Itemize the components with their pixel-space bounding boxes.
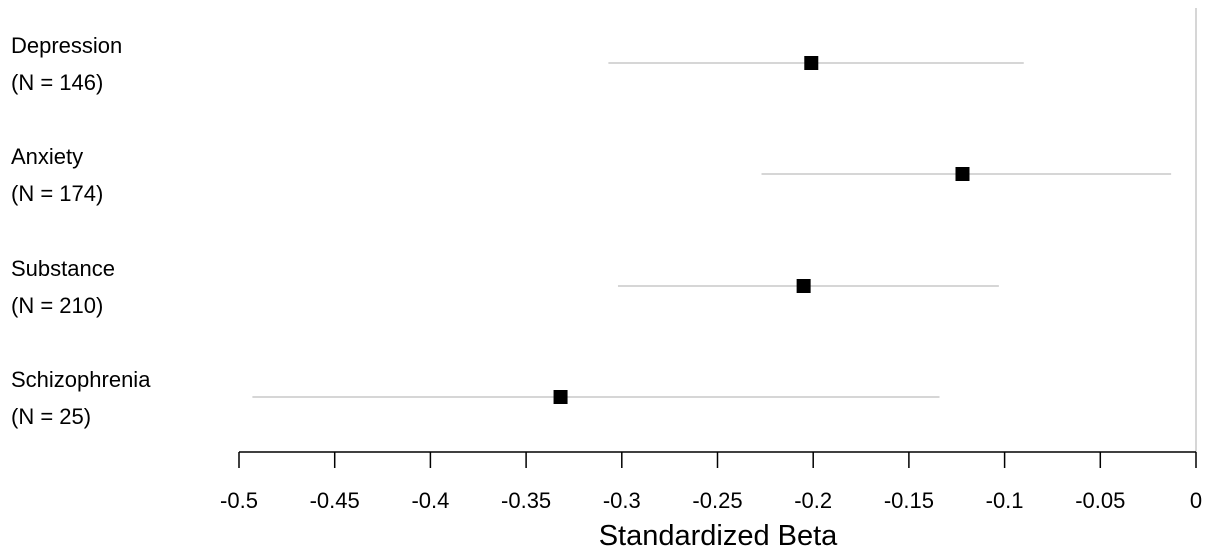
x-tick-label: -0.4	[411, 488, 449, 513]
row-label: Substance	[11, 256, 115, 281]
x-tick-label: -0.25	[692, 488, 742, 513]
point-estimate	[955, 167, 970, 181]
point-estimate	[804, 56, 819, 70]
row-label: Schizophrenia	[11, 367, 151, 392]
row-sample-size: (N = 25)	[11, 404, 91, 429]
point-estimate	[553, 390, 568, 404]
row-label: Depression	[11, 33, 122, 58]
x-tick-label: -0.3	[603, 488, 641, 513]
x-tick-label: 0	[1190, 488, 1202, 513]
x-axis-title: Standardized Beta	[599, 520, 838, 552]
x-tick-label: -0.35	[501, 488, 551, 513]
x-tick-label: -0.05	[1075, 488, 1125, 513]
point-estimate	[796, 279, 811, 293]
x-tick-label: -0.15	[884, 488, 934, 513]
x-tick-label: -0.5	[220, 488, 258, 513]
x-tick-label: -0.1	[986, 488, 1024, 513]
row-label: Anxiety	[11, 144, 83, 169]
x-tick-label: -0.2	[794, 488, 832, 513]
row-sample-size: (N = 146)	[11, 70, 103, 95]
x-tick-label: -0.45	[310, 488, 360, 513]
row-sample-size: (N = 210)	[11, 293, 103, 318]
rows-layer: Depression (N = 146) Anxiety (N = 174) Subst…	[11, 33, 1172, 429]
x-axis: -0.5 -0.45 -0.4 -0.35 -0.3 -0.25 -0.2 -0.15 -0.1…	[220, 451, 1202, 513]
row-sample-size: (N = 174)	[11, 181, 103, 206]
